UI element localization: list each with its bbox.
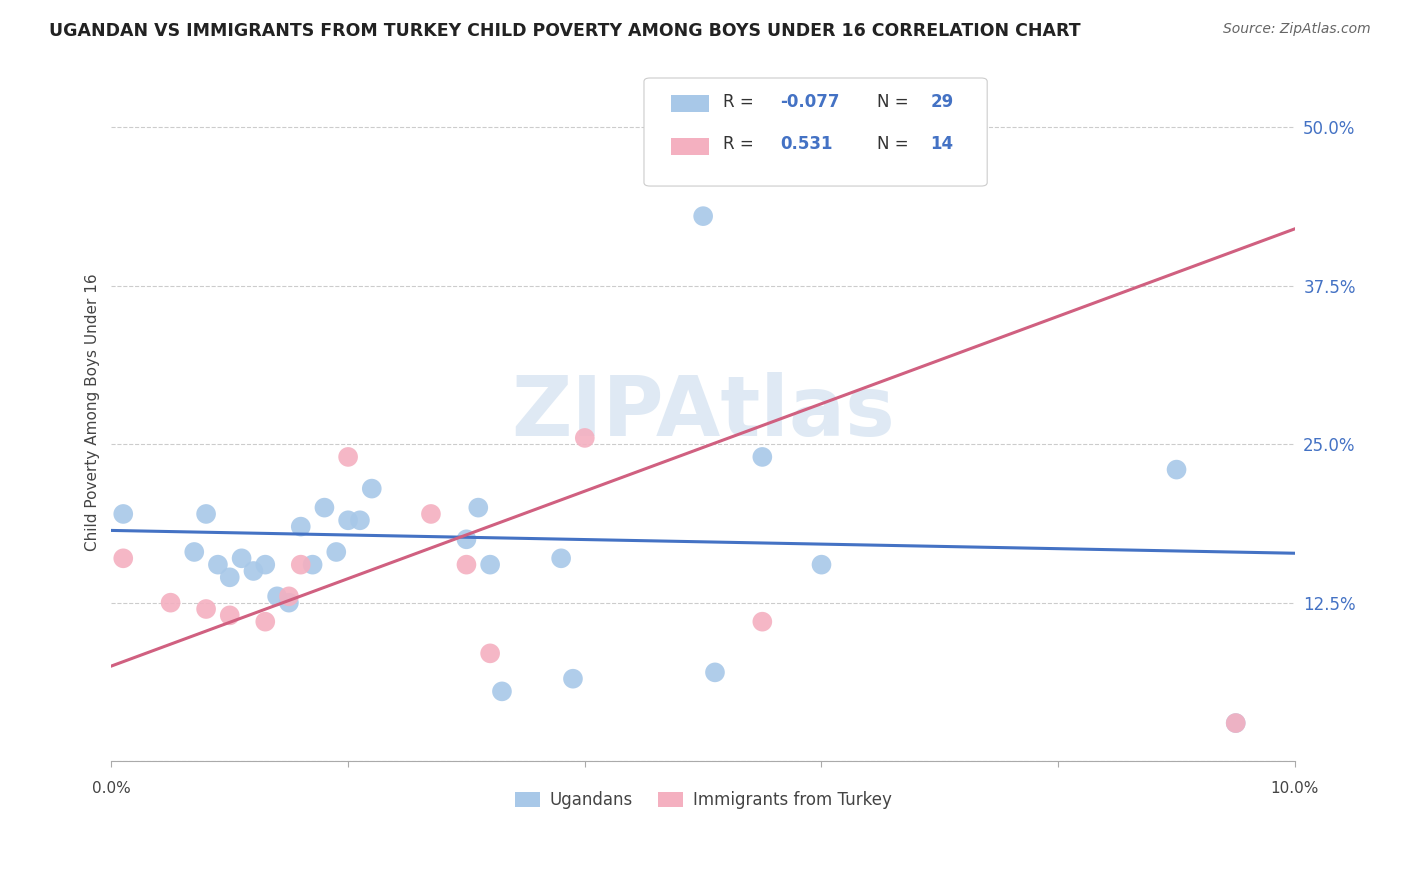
Point <box>254 615 277 629</box>
Text: UGANDAN VS IMMIGRANTS FROM TURKEY CHILD POVERTY AMONG BOYS UNDER 16 CORRELATION : UGANDAN VS IMMIGRANTS FROM TURKEY CHILD … <box>49 22 1081 40</box>
Text: ZIPAtlas: ZIPAtlas <box>512 372 896 453</box>
Text: Source: ZipAtlas.com: Source: ZipAtlas.com <box>1223 22 1371 37</box>
Text: 10.0%: 10.0% <box>1271 780 1319 796</box>
Point <box>183 545 205 559</box>
Point <box>266 590 288 604</box>
Point <box>112 551 135 566</box>
Point <box>231 551 253 566</box>
FancyBboxPatch shape <box>671 95 709 112</box>
Point <box>479 646 502 660</box>
Point <box>278 590 301 604</box>
Point <box>467 500 489 515</box>
Y-axis label: Child Poverty Among Boys Under 16: Child Poverty Among Boys Under 16 <box>86 274 100 551</box>
Point <box>337 513 360 527</box>
Point <box>254 558 277 572</box>
Point <box>420 507 443 521</box>
Point <box>349 513 371 527</box>
Point <box>112 507 135 521</box>
FancyBboxPatch shape <box>644 78 987 186</box>
Point <box>159 596 181 610</box>
Point <box>704 665 727 680</box>
Point <box>751 450 773 464</box>
Point <box>337 450 360 464</box>
Point <box>290 519 312 533</box>
Point <box>301 558 323 572</box>
Point <box>751 615 773 629</box>
Point <box>456 558 478 572</box>
Point <box>278 596 301 610</box>
Point <box>692 209 714 223</box>
Text: N =: N = <box>877 136 914 153</box>
Point <box>456 533 478 547</box>
Point <box>574 431 596 445</box>
Point <box>242 564 264 578</box>
Point <box>290 558 312 572</box>
Point <box>1225 716 1247 731</box>
Point <box>207 558 229 572</box>
Point <box>1166 462 1188 476</box>
Text: R =: R = <box>723 93 759 111</box>
Text: R =: R = <box>723 136 765 153</box>
Point <box>218 608 240 623</box>
Point <box>479 558 502 572</box>
Point <box>491 684 513 698</box>
Point <box>562 672 585 686</box>
Text: 0.0%: 0.0% <box>91 780 131 796</box>
Point <box>810 558 832 572</box>
Point <box>218 570 240 584</box>
Text: -0.077: -0.077 <box>780 93 839 111</box>
Text: 14: 14 <box>931 136 953 153</box>
Text: 29: 29 <box>931 93 953 111</box>
Point <box>550 551 572 566</box>
Point <box>195 602 218 616</box>
Point <box>325 545 347 559</box>
Point <box>1225 716 1247 731</box>
Legend: Ugandans, Immigrants from Turkey: Ugandans, Immigrants from Turkey <box>508 784 898 815</box>
Text: 0.531: 0.531 <box>780 136 832 153</box>
Point <box>195 507 218 521</box>
Point <box>314 500 336 515</box>
FancyBboxPatch shape <box>671 138 709 154</box>
Point <box>360 482 382 496</box>
Text: N =: N = <box>877 93 914 111</box>
